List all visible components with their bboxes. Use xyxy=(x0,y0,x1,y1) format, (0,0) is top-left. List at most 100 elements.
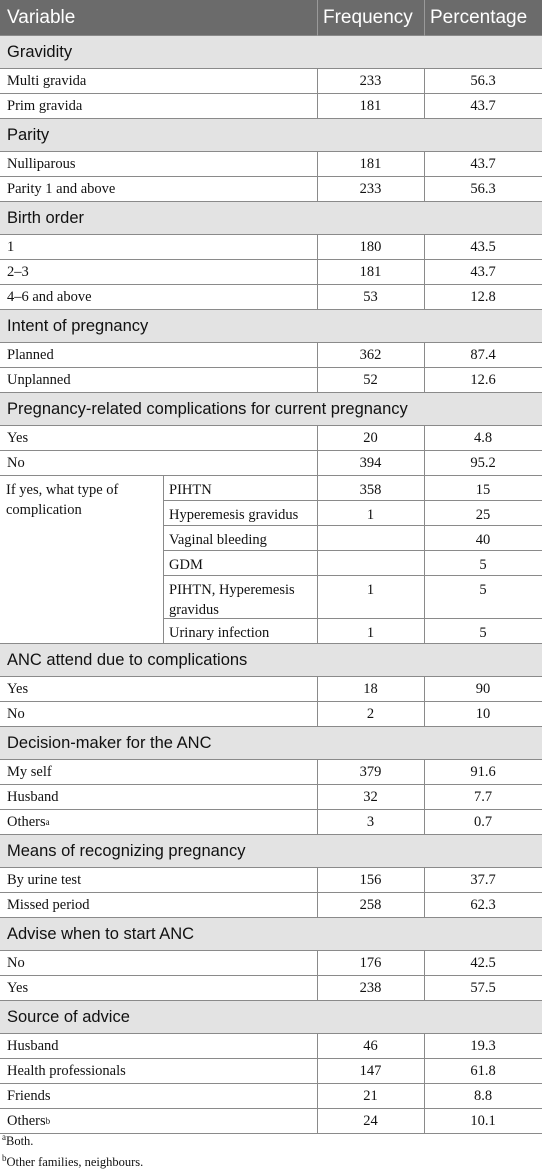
percentage-cell: 7.7 xyxy=(473,788,493,805)
table-row: Planned 362 87.4 xyxy=(0,343,542,368)
column-divider xyxy=(424,451,425,476)
frequency-cell: 2 xyxy=(366,705,375,722)
frequency-cell: 358 xyxy=(359,482,382,498)
frequency-cell: 238 xyxy=(359,979,382,996)
percentage-cell: 95.2 xyxy=(470,454,496,471)
frequency-cell: 180 xyxy=(359,238,382,255)
percentage-cell: 43.7 xyxy=(470,97,496,114)
column-divider xyxy=(424,760,425,785)
column-divider xyxy=(424,235,425,260)
table-row: Prim gravida 181 43.7 xyxy=(0,94,542,119)
percentage-cell: 56.3 xyxy=(470,72,496,89)
complication-type: Urinary infection xyxy=(169,625,270,641)
percentage-cell: 5 xyxy=(479,557,487,573)
frequency-cell: 181 xyxy=(359,155,382,172)
row-label: Prim gravida xyxy=(7,97,83,114)
column-divider xyxy=(424,476,425,644)
complication-type-label: If yes, what type of complication xyxy=(6,482,119,518)
complication-type: Vaginal bleeding xyxy=(169,532,267,548)
column-divider xyxy=(317,94,318,119)
frequency-cell: 18 xyxy=(363,680,378,697)
table-row: No 176 42.5 xyxy=(0,951,542,976)
row-label: By urine test xyxy=(7,871,82,888)
table-row: By urine test 156 37.7 xyxy=(0,868,542,893)
table-row: Others b 24 10.1 xyxy=(0,1109,542,1134)
column-divider xyxy=(317,976,318,1001)
section-title: Gravidity xyxy=(7,42,73,61)
percentage-cell: 37.7 xyxy=(470,871,496,888)
percentage-cell: 10.1 xyxy=(470,1112,496,1129)
column-divider xyxy=(424,1084,425,1109)
header-frequency: Frequency xyxy=(323,7,413,28)
row-label: 2–3 xyxy=(7,263,29,280)
row-label: Others a xyxy=(7,813,50,830)
complication-type-block: If yes, what type of complication xyxy=(0,476,542,644)
column-divider xyxy=(424,785,425,810)
section-title: Decision-maker for the ANC xyxy=(7,733,212,752)
footnote-a: aBoth. xyxy=(2,1131,34,1148)
column-divider xyxy=(317,368,318,393)
column-divider xyxy=(424,343,425,368)
complication-type-row: GDM 5 xyxy=(163,551,542,576)
column-divider xyxy=(317,177,318,202)
column-divider xyxy=(317,1084,318,1109)
frequency-cell: 181 xyxy=(359,263,382,280)
row-label: Yes xyxy=(7,429,29,446)
percentage-cell: 91.6 xyxy=(470,763,496,780)
column-divider xyxy=(163,476,164,644)
table-row: Health professionals 147 61.8 xyxy=(0,1059,542,1084)
frequency-cell: 394 xyxy=(359,454,382,471)
column-divider xyxy=(317,285,318,310)
row-label: My self xyxy=(7,763,52,780)
percentage-cell: 57.5 xyxy=(470,979,496,996)
frequency-cell: 53 xyxy=(363,288,378,305)
section-header: Means of recognizing pregnancy xyxy=(0,835,542,868)
percentage-cell: 42.5 xyxy=(470,954,496,971)
frequency-cell: 233 xyxy=(359,180,382,197)
column-divider xyxy=(317,760,318,785)
table-row: Husband 46 19.3 xyxy=(0,1034,542,1059)
column-divider xyxy=(317,1059,318,1084)
column-divider xyxy=(317,426,318,451)
row-label: 4–6 and above xyxy=(7,288,92,305)
frequency-cell: 32 xyxy=(363,788,378,805)
table-row: 4–6 and above 53 12.8 xyxy=(0,285,542,310)
section-header: ANC attend due to complications xyxy=(0,644,542,677)
frequency-cell: 3 xyxy=(366,813,375,830)
row-label: Husband xyxy=(7,788,59,805)
column-divider xyxy=(317,868,318,893)
complication-type-row: PIHTN 358 15 xyxy=(163,476,542,501)
percentage-cell: 56.3 xyxy=(470,180,496,197)
percentage-cell: 12.8 xyxy=(470,288,496,305)
table-row: 1 180 43.5 xyxy=(0,235,542,260)
section-title: Means of recognizing pregnancy xyxy=(7,841,246,860)
column-divider xyxy=(317,1109,318,1134)
column-divider xyxy=(424,426,425,451)
table-row: Yes 20 4.8 xyxy=(0,426,542,451)
table-row: My self 379 91.6 xyxy=(0,760,542,785)
percentage-cell: 62.3 xyxy=(470,896,496,913)
column-divider xyxy=(317,1034,318,1059)
section-title: Pregnancy-related complications for curr… xyxy=(7,399,408,418)
section-title: Birth order xyxy=(7,208,85,227)
column-divider xyxy=(424,94,425,119)
section-title: ANC attend due to complications xyxy=(7,650,248,669)
percentage-cell: 19.3 xyxy=(470,1037,496,1054)
frequency-cell: 379 xyxy=(359,763,382,780)
frequency-cell: 258 xyxy=(359,896,382,913)
percentage-cell: 5 xyxy=(479,582,487,598)
percentage-cell: 0.7 xyxy=(473,813,493,830)
frequency-cell: 156 xyxy=(359,871,382,888)
percentage-cell: 25 xyxy=(475,507,491,523)
section-header: Decision-maker for the ANC xyxy=(0,727,542,760)
row-label: Multi gravida xyxy=(7,72,87,89)
table-row: Missed period 258 62.3 xyxy=(0,893,542,918)
row-label: Missed period xyxy=(7,896,90,913)
footnote-b: bOther families, neighbours. xyxy=(2,1152,144,1169)
row-label: No xyxy=(7,954,25,971)
section-header: Pregnancy-related complications for curr… xyxy=(0,393,542,426)
table-row: Yes 238 57.5 xyxy=(0,976,542,1001)
percentage-cell: 4.8 xyxy=(473,429,493,446)
row-label: 1 xyxy=(7,238,15,255)
percentage-cell: 90 xyxy=(475,680,491,697)
